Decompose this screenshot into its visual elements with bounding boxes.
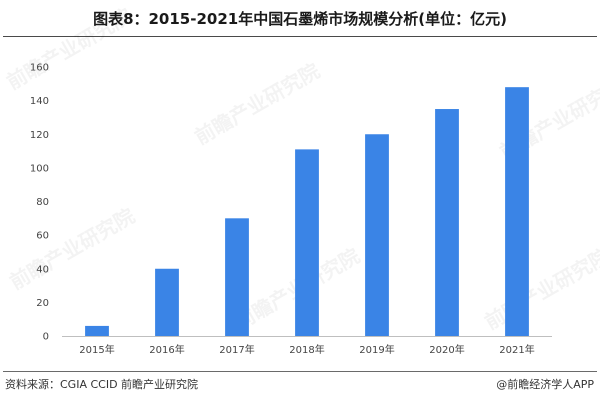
bar-2015年 [85,325,109,336]
x-tick-label: 2018年 [289,343,324,356]
bar-2021年 [505,87,529,336]
x-tick-label: 2020年 [429,343,464,356]
y-tick-label: 80 [36,197,49,208]
bar-2020年 [435,109,459,336]
y-tick-label: 60 [36,231,49,242]
y-tick-label: 100 [30,163,49,174]
y-tick-label: 160 [30,63,49,74]
watermark-4: 前瞻产业研究院 [6,204,139,295]
y-tick-label: 40 [36,264,49,275]
x-tick-label: 2021年 [499,343,534,356]
y-tick-label: 140 [30,96,49,107]
bars [85,87,529,336]
credit-note: @前瞻经济学人APP [496,378,594,391]
bar-2017年 [225,218,249,336]
watermark-2: 前瞻产业研究院 [191,59,324,150]
x-tick-label: 2019年 [359,343,394,356]
title-divider [3,36,597,37]
x-axis: 2015年 2016年 2017年 2018年 2019年 2020年 2021年 [62,336,552,356]
x-tick-label: 2015年 [79,343,114,356]
bar-2016年 [155,268,179,336]
chart-title: 图表8：2015-2021年中国石墨烯市场规模分析(单位：亿元) [93,10,507,28]
y-axis: 0 20 40 60 80 100 120 140 160 [30,63,49,343]
x-tick-label: 2016年 [149,343,184,356]
x-tick-label: 2017年 [219,343,254,356]
watermark-1: 前瞻产业研究院 [3,4,136,95]
bar-2019年 [365,134,389,336]
bar-chart: 前瞻产业研究院 前瞻产业研究院 前瞻产业研究院 前瞻产业研究院 前瞻产业研究院 … [3,4,600,356]
source-note: 资料来源：CGIA CCID 前瞻产业研究院 [5,378,199,391]
bar-2018年 [295,149,319,336]
y-tick-label: 0 [43,332,49,343]
watermark-6: 前瞻产业研究院 [481,244,600,335]
y-tick-label: 20 [36,298,49,309]
y-tick-label: 120 [30,130,49,141]
footer-divider [3,371,597,372]
